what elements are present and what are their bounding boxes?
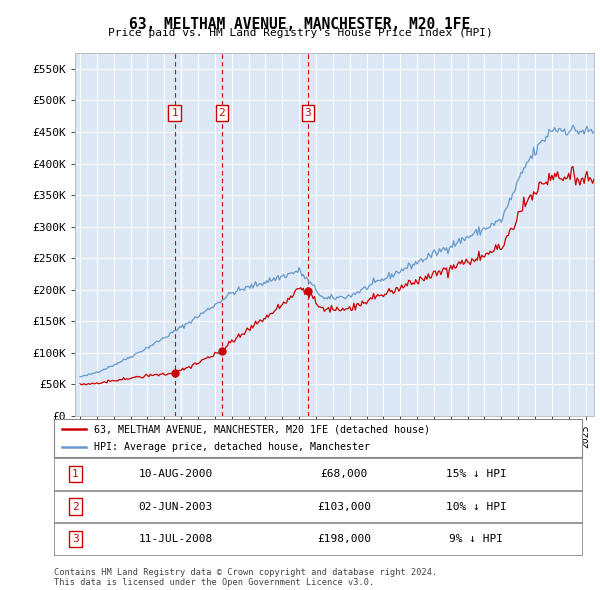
Text: 1: 1 (72, 469, 79, 479)
Text: 3: 3 (305, 108, 311, 118)
Text: £68,000: £68,000 (321, 469, 368, 479)
Text: £103,000: £103,000 (317, 502, 371, 512)
Text: Price paid vs. HM Land Registry's House Price Index (HPI): Price paid vs. HM Land Registry's House … (107, 28, 493, 38)
Text: 15% ↓ HPI: 15% ↓ HPI (446, 469, 507, 479)
Text: £198,000: £198,000 (317, 534, 371, 544)
Text: 10% ↓ HPI: 10% ↓ HPI (446, 502, 507, 512)
Text: Contains HM Land Registry data © Crown copyright and database right 2024.
This d: Contains HM Land Registry data © Crown c… (54, 568, 437, 587)
Text: HPI: Average price, detached house, Manchester: HPI: Average price, detached house, Manc… (94, 442, 370, 452)
Text: 10-AUG-2000: 10-AUG-2000 (139, 469, 212, 479)
Text: 11-JUL-2008: 11-JUL-2008 (139, 534, 212, 544)
Text: 3: 3 (72, 534, 79, 544)
Text: 63, MELTHAM AVENUE, MANCHESTER, M20 1FE (detached house): 63, MELTHAM AVENUE, MANCHESTER, M20 1FE … (94, 424, 430, 434)
Text: 1: 1 (171, 108, 178, 118)
Text: 02-JUN-2003: 02-JUN-2003 (139, 502, 212, 512)
Text: 2: 2 (218, 108, 226, 118)
Text: 9% ↓ HPI: 9% ↓ HPI (449, 534, 503, 544)
Text: 63, MELTHAM AVENUE, MANCHESTER, M20 1FE: 63, MELTHAM AVENUE, MANCHESTER, M20 1FE (130, 17, 470, 31)
Text: 2: 2 (72, 502, 79, 512)
